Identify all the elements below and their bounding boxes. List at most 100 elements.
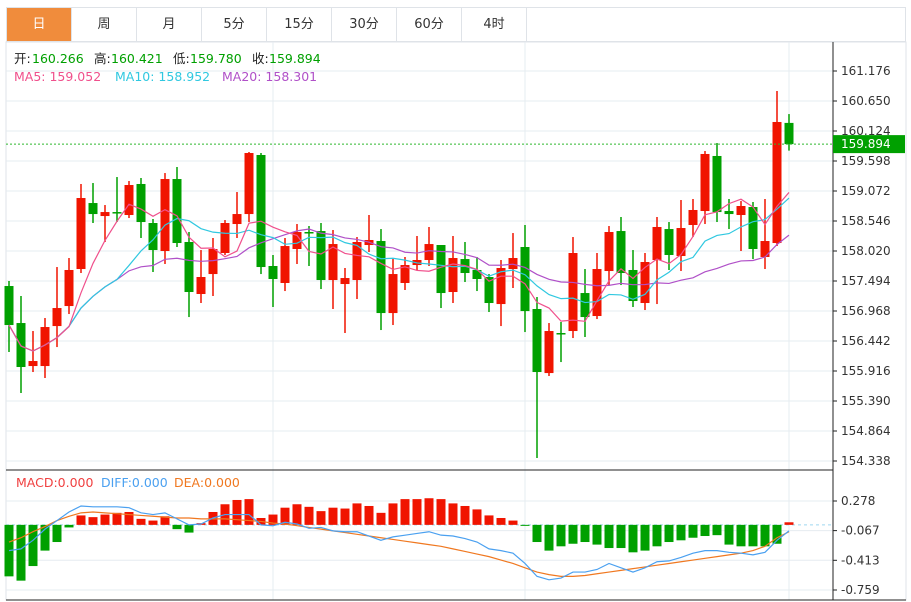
macd-bar (388, 503, 398, 525)
macd-bar (676, 524, 686, 541)
candle-body (604, 232, 614, 272)
macd-bar (412, 499, 422, 525)
macd-bar (556, 524, 566, 547)
candle-body (352, 241, 362, 281)
candle (376, 229, 386, 331)
candle (784, 114, 794, 151)
candle-body (184, 241, 194, 293)
candle (664, 222, 674, 270)
macd-bar (508, 520, 518, 525)
macd-bar (100, 514, 110, 525)
candle (352, 237, 362, 300)
candle (244, 151, 254, 223)
candle (112, 177, 122, 223)
macd-bar (280, 507, 290, 525)
macd-bar (640, 524, 650, 551)
macd-bar (436, 499, 446, 525)
candle-body (748, 207, 758, 250)
macd-bar (628, 524, 638, 553)
candle-body (148, 222, 158, 251)
candle-body (772, 121, 782, 244)
candle (172, 166, 182, 248)
candle-body (196, 277, 206, 295)
candle (424, 226, 434, 266)
candle (220, 220, 230, 255)
candle-body (628, 269, 638, 302)
candle-body (376, 241, 386, 314)
macd-bar (328, 507, 338, 525)
candle (712, 143, 722, 223)
macd-bar (88, 517, 98, 525)
candle (64, 258, 74, 315)
candle (136, 177, 146, 238)
candle (304, 226, 314, 266)
candle (568, 237, 578, 339)
price-tick-label: 159.598 (841, 154, 891, 168)
macd-bar (112, 512, 122, 525)
candle (772, 91, 782, 247)
macd-bar (160, 516, 170, 525)
macd-bar (76, 515, 86, 525)
candle (436, 245, 446, 309)
tab-week[interactable]: 周 (72, 8, 137, 41)
macd-bar (652, 524, 662, 547)
candle (448, 236, 458, 304)
macd-bar (400, 499, 410, 525)
tab-15min[interactable]: 15分 (267, 8, 332, 41)
macd-bar (28, 524, 38, 567)
candle-body (388, 274, 398, 314)
candle (148, 219, 158, 272)
tab-30min[interactable]: 30分 (332, 8, 397, 41)
candle (556, 322, 566, 363)
candle-body (556, 333, 566, 335)
tab-day[interactable]: 日 (7, 8, 72, 41)
tab-4hour[interactable]: 4时 (462, 8, 527, 41)
tab-60min[interactable]: 60分 (397, 8, 462, 41)
low-value: 159.780 (190, 51, 242, 66)
macd-bar (736, 524, 746, 547)
candle (472, 256, 482, 292)
candle (268, 254, 278, 308)
tab-5min[interactable]: 5分 (202, 8, 267, 41)
open-label: 开: (14, 51, 31, 66)
candle-body (340, 278, 350, 285)
macd-bar (472, 509, 482, 525)
diff-label: DIFF:0.000 (101, 475, 168, 490)
candle (496, 260, 506, 327)
candle-body (100, 212, 110, 217)
candle-body (160, 179, 170, 251)
candle (88, 183, 98, 223)
candle-body (76, 198, 86, 270)
candle-body (520, 247, 530, 312)
candle-body (712, 155, 722, 213)
candle-body (784, 122, 794, 145)
candle-body (64, 269, 74, 307)
macd-tick-label: -0.413 (841, 553, 880, 567)
price-tick-label: 158.020 (841, 244, 891, 258)
candle-body (52, 308, 62, 327)
macd-label: MACD:0.000 (16, 475, 94, 490)
candle-body (40, 327, 50, 367)
macd-bar (784, 522, 794, 525)
tab-month[interactable]: 月 (137, 8, 202, 41)
candle (280, 237, 290, 292)
high-value: 160.421 (111, 51, 163, 66)
candle-body (568, 252, 578, 332)
macd-tick-label: -0.759 (841, 583, 880, 597)
candle (544, 323, 554, 377)
candle-body (400, 265, 410, 283)
price-tick-label: 156.968 (841, 304, 891, 318)
candle-body (472, 269, 482, 280)
candle-body (532, 309, 542, 373)
candle-body (664, 229, 674, 255)
candle (208, 237, 218, 296)
candle (520, 224, 530, 333)
candle-body (112, 212, 122, 214)
candle-body (256, 155, 266, 268)
price-tick-label: 155.916 (841, 364, 891, 378)
macd-bar (604, 524, 614, 549)
candle-body (652, 226, 662, 261)
macd-bar (568, 524, 578, 544)
